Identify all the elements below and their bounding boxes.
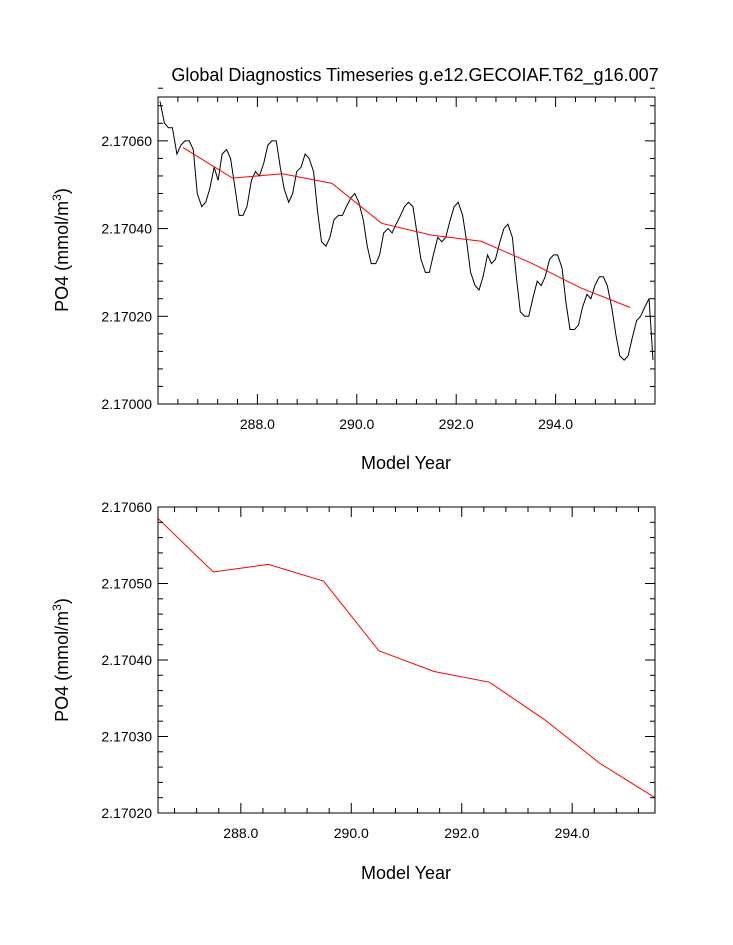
top-y-tick-label: 2.17020 [101,308,152,324]
bottom-x-tick-label: 288.0 [223,825,258,841]
top-x-axis-label: Model Year [361,453,451,473]
top-y-tick-label: 2.17060 [101,133,152,149]
top-panel: 288.0 290.0 292.0 294.0 2.17000 2.17020 2.1704… [50,87,656,473]
bottom-y-tick-label: 2.17060 [101,499,152,515]
bottom-series-annual-line [158,518,655,799]
top-y-axis-label: PO4 (mmol/m3) [50,188,72,312]
top-y-tick-label: 2.17000 [101,396,152,412]
bottom-x-tick-label: 292.0 [444,825,479,841]
bottom-x-tick-label: 290.0 [334,825,369,841]
top-x-tick-label: 290.0 [339,416,374,432]
top-series-annual-line [182,147,631,308]
bottom-y-tick-label: 2.17050 [101,576,152,592]
bottom-plot-frame [157,506,656,814]
top-plot-frame [157,96,656,405]
bottom-x-tick-label: 294.0 [555,825,590,841]
bottom-panel: 288.0 290.0 292.0 294.0 2.17020 2.17030 2.1704… [50,499,656,883]
bottom-x-axis-label: Model Year [361,863,451,883]
top-x-tick-label: 288.0 [240,416,275,432]
chart-title: Global Diagnostics Timeseries g.e12.GECO… [171,65,658,86]
top-ticks: 288.0 290.0 292.0 294.0 2.17000 2.17020 2.1704… [101,87,656,432]
top-y-tick-label: 2.17040 [101,221,152,237]
bottom-y-axis-label: PO4 (mmol/m3) [50,598,72,722]
bottom-ticks: 288.0 290.0 292.0 294.0 2.17020 2.17030 2.1704… [101,499,655,841]
bottom-y-tick-label: 2.17030 [101,729,152,745]
bottom-plot-marks [158,518,655,799]
top-series-monthly-line [159,101,654,361]
bottom-y-tick-label: 2.17040 [101,652,152,668]
top-plot-marks [159,101,654,361]
bottom-y-tick-label: 2.17020 [101,805,152,821]
top-x-tick-label: 292.0 [439,416,474,432]
top-x-tick-label: 294.0 [538,416,573,432]
